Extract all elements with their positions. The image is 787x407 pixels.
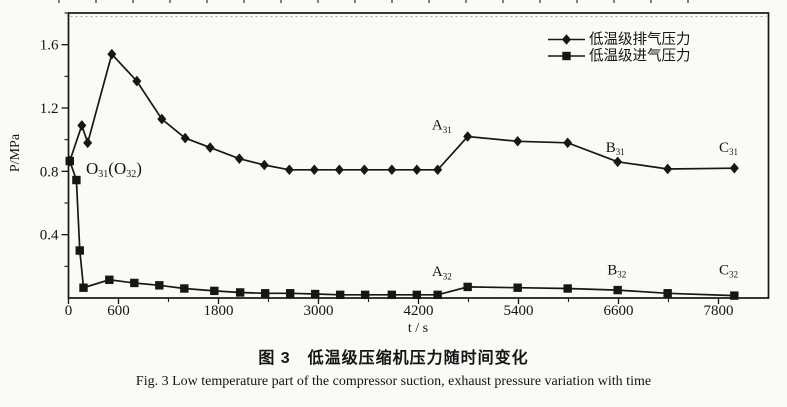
square-marker — [310, 289, 320, 299]
annotation-O31-O32: O31(O32) — [86, 159, 142, 180]
y-tick-label: 0.8 — [40, 164, 59, 180]
square-marker — [433, 290, 442, 300]
diamond-marker — [77, 120, 87, 131]
annotation-C31: C31 — [719, 140, 738, 157]
annotation-B32: B32 — [607, 263, 626, 280]
y-axis-label: P/MPa — [8, 133, 23, 172]
series-line-1 — [68, 160, 735, 297]
figure-caption-english: Fig. 3 Low temperature part of the compr… — [135, 374, 652, 389]
y-tick-label: 1.2 — [40, 101, 59, 117]
y-tick-label: 0.4 — [40, 228, 59, 244]
legend-square-marker — [562, 51, 571, 61]
square-marker — [235, 288, 245, 297]
x-tick-label: 600 — [107, 303, 130, 319]
square-marker — [105, 275, 114, 284]
square-marker — [412, 290, 422, 300]
diamond-marker — [132, 75, 142, 87]
square-marker — [130, 278, 139, 288]
diamond-marker — [157, 113, 167, 125]
square-marker — [513, 283, 522, 292]
y-tick-label: 1.6 — [40, 38, 59, 54]
square-marker — [72, 175, 81, 185]
diamond-marker — [359, 164, 369, 176]
legend-label-exhaust: 低温级排气压力 — [589, 31, 691, 48]
x-tick-label: 0 — [65, 303, 73, 319]
diamond-marker — [433, 164, 443, 176]
x-tick-label: 1800 — [204, 303, 234, 319]
legend-diamond-marker — [562, 34, 571, 45]
annotation-A31: A31 — [432, 118, 452, 135]
x-axis-label: t / s — [408, 321, 428, 336]
diamond-marker — [334, 164, 344, 176]
square-marker — [210, 286, 219, 296]
square-marker — [335, 290, 345, 300]
diamond-marker — [309, 164, 319, 176]
diamond-marker — [180, 132, 190, 144]
annotation-A32: A32 — [432, 264, 452, 281]
legend-label-suction: 低温级进气压力 — [589, 48, 691, 65]
figure-caption-chinese: 图 3 低温级压缩机压力随时间变化 — [258, 350, 529, 367]
x-tick-label: 3000 — [304, 303, 334, 319]
square-marker — [387, 290, 397, 300]
square-marker — [260, 289, 270, 298]
square-marker — [663, 289, 672, 298]
diamond-marker — [663, 163, 673, 175]
square-marker — [65, 156, 74, 166]
square-marker — [79, 283, 88, 292]
square-marker — [360, 290, 370, 300]
square-marker — [180, 284, 189, 293]
diamond-marker — [234, 153, 244, 164]
diamond-marker — [463, 131, 473, 142]
annotation-B31: B31 — [606, 140, 625, 157]
diamond-marker — [387, 164, 397, 176]
diamond-marker — [83, 137, 93, 149]
series-line-0 — [68, 52, 735, 171]
square-marker — [155, 281, 164, 290]
square-marker — [563, 284, 572, 293]
x-tick-label: 5400 — [504, 303, 534, 319]
diamond-marker — [613, 156, 623, 168]
square-marker — [613, 285, 622, 295]
diamond-marker — [259, 159, 269, 171]
diamond-marker — [563, 137, 573, 149]
x-tick-label: 6600 — [604, 303, 634, 319]
x-tick-label: 4200 — [404, 303, 434, 319]
diamond-marker — [513, 135, 523, 147]
x-tick-label: 7800 — [704, 303, 734, 319]
diamond-marker — [284, 164, 294, 176]
annotation-C32: C32 — [719, 263, 738, 280]
square-marker — [730, 291, 739, 300]
diamond-marker — [412, 164, 422, 176]
square-marker — [463, 282, 472, 292]
diamond-marker — [107, 48, 117, 60]
square-marker — [75, 246, 84, 255]
diamond-marker — [729, 162, 739, 174]
square-marker — [285, 289, 295, 298]
diamond-marker — [205, 142, 215, 153]
cropped-text-remnant — [58, 0, 718, 3]
pressure-chart: P/MPa t / s 低温级排气压力 低温级进气压力 0 600 1800 3000… — [8, 12, 770, 336]
